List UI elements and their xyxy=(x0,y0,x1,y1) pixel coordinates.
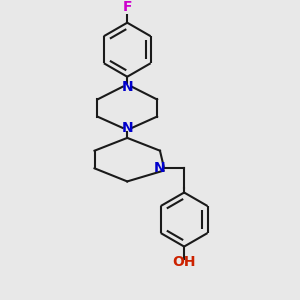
Text: F: F xyxy=(122,0,132,14)
Text: N: N xyxy=(122,121,133,135)
Text: N: N xyxy=(122,80,133,94)
Text: N: N xyxy=(154,161,166,175)
Text: OH: OH xyxy=(172,255,196,269)
